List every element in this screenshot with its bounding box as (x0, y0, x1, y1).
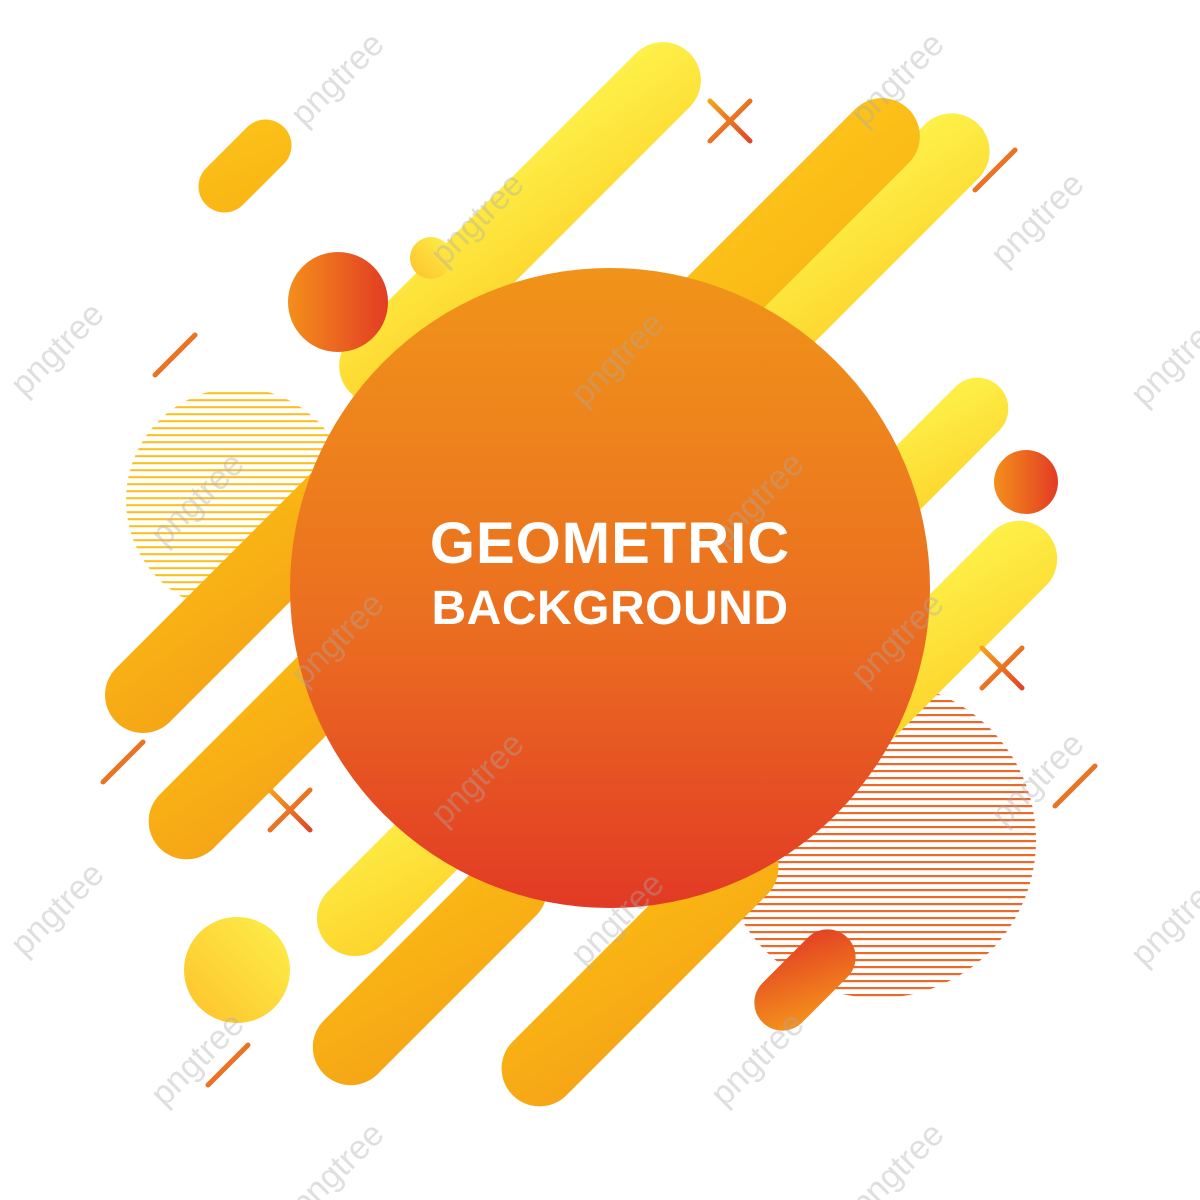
cross-bottom-left (267, 787, 313, 833)
dash-top-right (972, 147, 1018, 193)
cross-marks (267, 98, 1025, 833)
circle-yellow-bottom-left (184, 917, 290, 1023)
pill-yellow-upper (339, 42, 701, 404)
circle-red-orange-right (994, 450, 1058, 514)
pill-amber-bottom-left (312, 850, 548, 1086)
dash-right-lower (1052, 763, 1098, 809)
pill-top-small (198, 119, 292, 213)
cross-top (707, 98, 753, 144)
dash-bottom-left (205, 1042, 251, 1088)
pill-amber-bottom-right (501, 829, 779, 1107)
dash-left-lower (100, 739, 146, 785)
cross-right (979, 645, 1025, 691)
circle-red-orange-top-left (288, 252, 388, 352)
dash-marks (100, 147, 1098, 1088)
dash-left-upper (152, 332, 198, 378)
circle-yellow-small-top (410, 237, 452, 279)
pill-red-bottom-right (754, 929, 856, 1031)
central-circle (290, 268, 930, 908)
